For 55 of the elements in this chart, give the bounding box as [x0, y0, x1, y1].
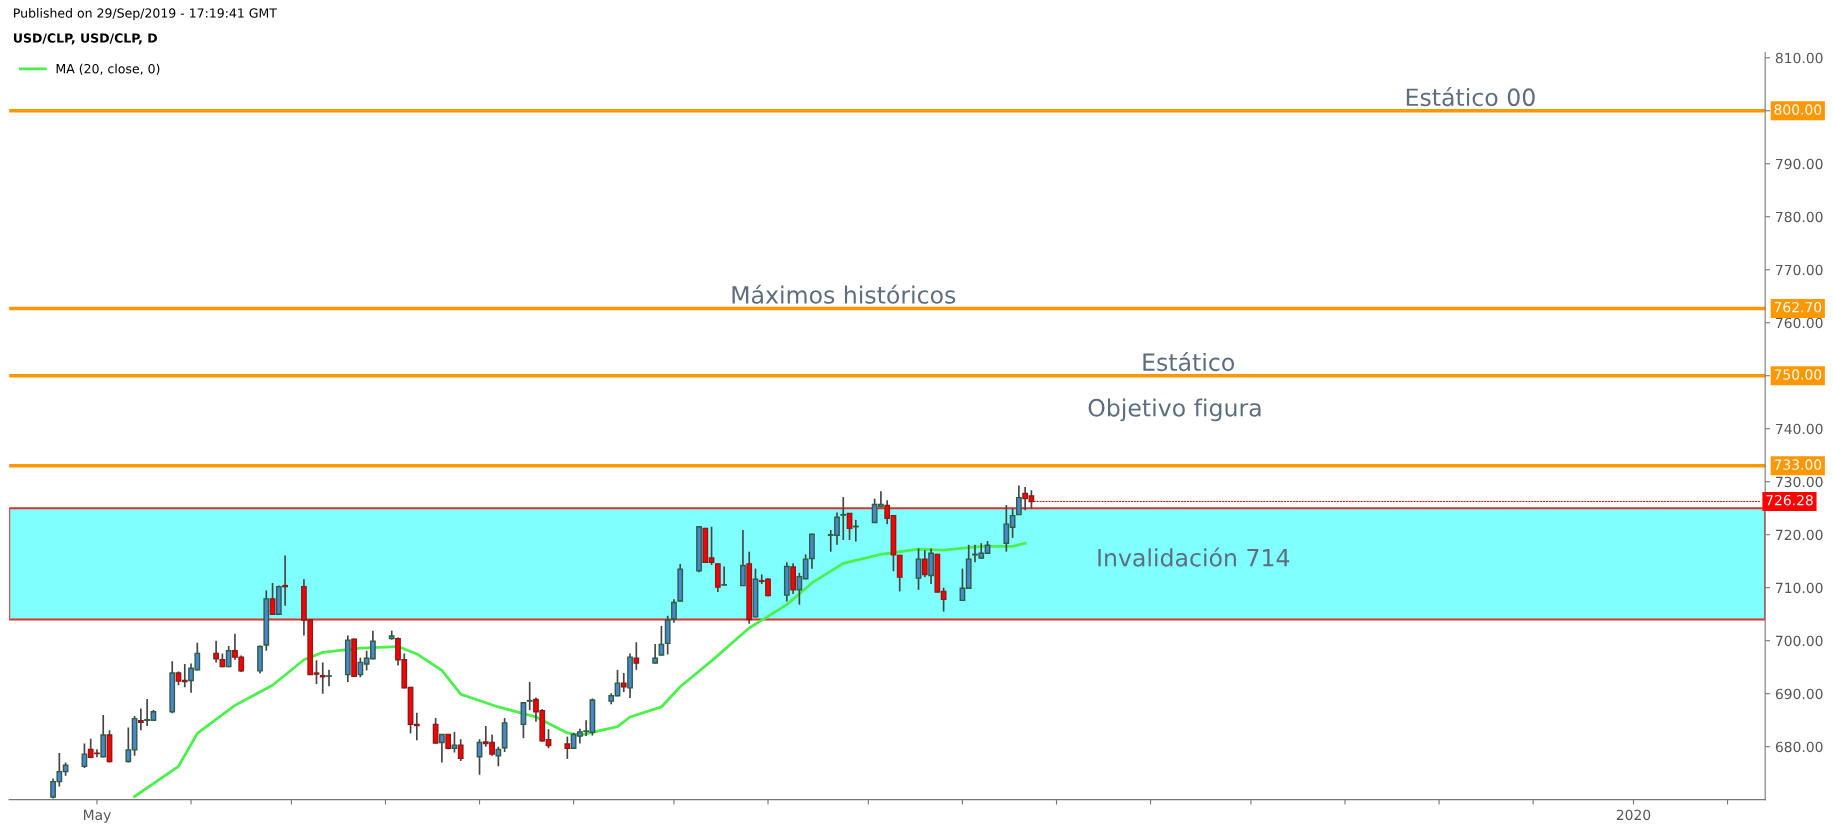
y-tick-label: 730.00	[1776, 476, 1823, 488]
ref-line-label: 750.00	[1774, 369, 1822, 380]
y-tick-label: 740.00	[1776, 423, 1823, 435]
candlestick	[457, 738, 464, 762]
y-tick-label: 780.00	[1776, 211, 1823, 223]
y-tick-label: 790.00	[1776, 158, 1823, 170]
candlestick	[652, 643, 659, 665]
ref-line-label: 800.00	[1774, 104, 1822, 115]
x-tick-label: May	[83, 809, 111, 823]
y-tick-label: 680.00	[1775, 741, 1823, 753]
annotation: Invalidación 714	[1098, 547, 1290, 567]
candlestick	[137, 707, 144, 732]
candlestick	[564, 735, 571, 760]
candlestick	[100, 714, 107, 759]
y-tick-label: 690.00	[1775, 688, 1823, 700]
line-series	[133, 541, 1027, 798]
candlestick	[915, 547, 922, 591]
chart-title: USD/CLP, USD/CLP, D	[13, 33, 157, 45]
y-tick-label: 720.00	[1776, 529, 1823, 541]
y-tick-label: 760.00	[1776, 317, 1823, 329]
candlestick	[439, 733, 445, 764]
candlestick	[326, 669, 332, 688]
annotation: Máximos históricos	[732, 284, 956, 304]
candlestick	[451, 731, 458, 754]
annotation: Estático 00	[1406, 86, 1535, 107]
y-tick-label: 770.00	[1776, 264, 1823, 276]
text: Published on 29/Sep/2019 - 17:19:41 GMT	[14, 8, 277, 21]
y-tick-label: 810.00	[1775, 52, 1823, 64]
x-tick-label: 2020	[1616, 809, 1651, 821]
candlestick	[921, 549, 928, 578]
legend-label: MA (20, close, 0)	[56, 63, 160, 75]
annotation: Objetivo figura	[1088, 398, 1261, 422]
candlestick	[81, 742, 88, 769]
candlestick	[633, 641, 640, 671]
ref-line-label: 733.00	[1774, 459, 1822, 470]
candlestick	[213, 639, 220, 664]
candlestick	[721, 565, 728, 587]
candlestick	[790, 562, 796, 595]
candlestick	[526, 681, 533, 711]
candlestick	[432, 717, 439, 745]
annotation: 726.28	[1766, 494, 1813, 506]
annotation: Estático	[1143, 351, 1235, 372]
candlestick	[928, 547, 934, 585]
candlestick	[658, 625, 665, 657]
candlestick	[1015, 484, 1022, 516]
y-tick-label: 700.00	[1776, 635, 1823, 647]
candlestick	[495, 745, 502, 768]
candlestick	[714, 562, 721, 593]
candlestick	[620, 672, 627, 693]
candlestick	[740, 529, 746, 587]
y-tick-label: 710.00	[1776, 582, 1823, 594]
ref-line-label: 762.70	[1774, 301, 1822, 313]
candlestick	[282, 554, 289, 607]
candlestick	[319, 661, 326, 695]
candlestick	[840, 496, 847, 541]
